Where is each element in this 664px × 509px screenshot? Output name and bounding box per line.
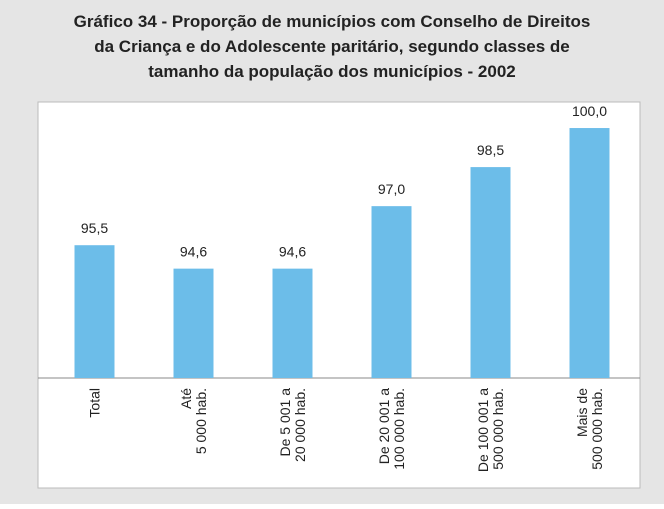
x-tick-label-line: De 100 001 a — [475, 388, 491, 472]
x-tick-label: De 100 001 a500 000 hab. — [475, 388, 506, 472]
x-tick-label: De 20 001 a100 000 hab. — [376, 388, 407, 470]
x-tick-label: Total — [87, 388, 103, 418]
bar — [569, 128, 610, 378]
data-label: 94,6 — [279, 244, 306, 260]
x-tick-label-line: 500 000 hab. — [490, 388, 506, 470]
x-tick-label-line: De 5 001 a — [277, 388, 293, 457]
data-label: 95,5 — [81, 220, 108, 236]
data-label: 100,0 — [572, 103, 607, 119]
x-tick-label: Até5 000 hab. — [178, 388, 209, 454]
x-tick-label-line: De 20 001 a — [376, 388, 392, 464]
data-label: 98,5 — [477, 142, 504, 158]
x-tick-label-line: Até — [178, 388, 194, 409]
chart-title: da Criança e do Adolescente paritário, s… — [94, 37, 570, 56]
bar — [272, 268, 313, 378]
x-tick-label-line: 20 000 hab. — [292, 388, 308, 462]
x-tick-label-line: Mais de — [574, 388, 590, 437]
bar — [470, 167, 511, 378]
x-tick-label-line: 500 000 hab. — [589, 388, 605, 470]
chart-title: tamanho da população dos municípios - 20… — [148, 62, 515, 81]
x-tick-label-line: Total — [87, 388, 103, 418]
data-label: 97,0 — [378, 181, 405, 197]
data-label: 94,6 — [180, 244, 207, 260]
chart-title: Gráfico 34 - Proporção de municípios com… — [74, 12, 591, 31]
x-tick-label: Mais de500 000 hab. — [574, 388, 605, 470]
bar — [173, 268, 214, 378]
plot-panel — [37, 101, 641, 489]
bar — [371, 206, 412, 378]
bar — [74, 245, 115, 378]
x-tick-label-line: 5 000 hab. — [193, 388, 209, 454]
x-tick-label: De 5 001 a20 000 hab. — [277, 388, 308, 462]
x-tick-label-line: 100 000 hab. — [391, 388, 407, 470]
